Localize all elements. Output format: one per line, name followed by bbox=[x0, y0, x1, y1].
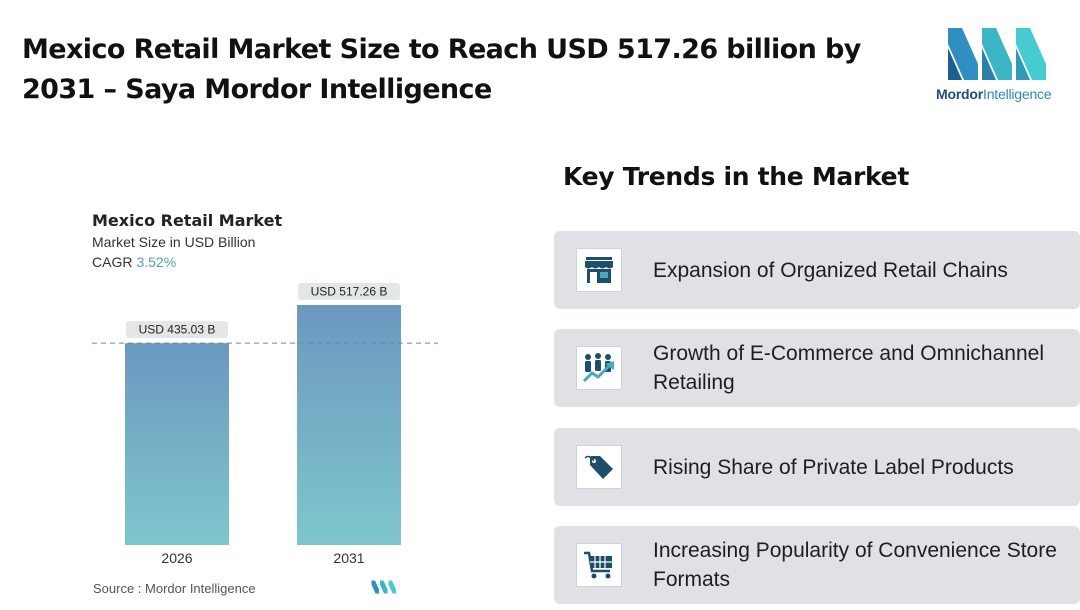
page-title: Mexico Retail Market Size to Reach USD 5… bbox=[22, 34, 861, 105]
trend-card-private-label: Rising Share of Private Label Products bbox=[554, 428, 1080, 506]
bar-2031 bbox=[297, 305, 401, 545]
data-label-2026: USD 435.03 B bbox=[139, 323, 216, 337]
cagr-value: 3.52% bbox=[136, 254, 177, 270]
source-note: Source : Mordor Intelligence bbox=[93, 581, 256, 596]
mordor-logo-mark-icon bbox=[948, 28, 1046, 80]
data-label-bg-2026 bbox=[126, 321, 228, 339]
trend-text: Expansion of Organized Retail Chains bbox=[653, 258, 1008, 282]
people-growth-icon bbox=[576, 346, 622, 390]
mordor-mini-logo-icon bbox=[371, 580, 396, 594]
trend-text: Growth of E-Commerce and Omnichannel Ret… bbox=[653, 342, 1044, 394]
trend-text: Increasing Popularity of Convenience Sto… bbox=[653, 539, 1057, 591]
data-label-2031: USD 517.26 B bbox=[311, 285, 388, 299]
x-tick-2026: 2026 bbox=[161, 550, 192, 566]
chart-title: Mexico Retail Market bbox=[92, 211, 283, 230]
logo-brand-light: Intelligence bbox=[983, 86, 1052, 102]
bar-chart: USD 435.03 B 2026 USD 517.26 B 2031 bbox=[92, 283, 438, 566]
x-tick-2031: 2031 bbox=[333, 550, 364, 566]
trend-card-ecommerce: Growth of E-Commerce and Omnichannel Ret… bbox=[554, 329, 1080, 407]
logo-brand-bold: Mordor bbox=[936, 86, 984, 102]
cagr-line: CAGR 3.52% bbox=[92, 254, 176, 270]
bar-2026 bbox=[125, 343, 229, 545]
trend-card-organized-retail: Expansion of Organized Retail Chains bbox=[554, 231, 1080, 309]
trend-card-convenience-store: Increasing Popularity of Convenience Sto… bbox=[554, 526, 1080, 604]
mordor-intelligence-logo: MordorIntelligence bbox=[930, 26, 1065, 108]
storefront-icon bbox=[576, 248, 622, 292]
key-trends-title: Key Trends in the Market bbox=[563, 162, 909, 191]
shopping-cart-icon bbox=[576, 543, 622, 587]
data-label-bg-2031 bbox=[298, 283, 400, 300]
cagr-label: CAGR bbox=[92, 254, 133, 270]
price-tag-icon bbox=[576, 445, 622, 489]
trend-text: Rising Share of Private Label Products bbox=[653, 455, 1014, 479]
chart-subtitle: Market Size in USD Billion bbox=[92, 234, 256, 250]
